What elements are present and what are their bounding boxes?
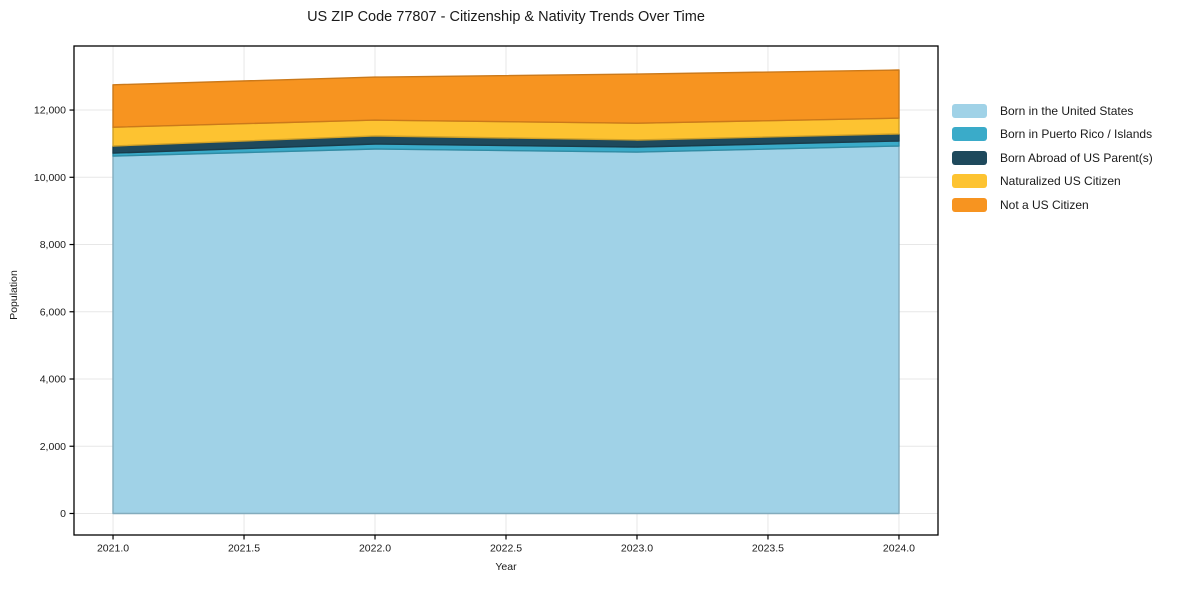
x-tick-label: 2021.5 (228, 543, 260, 555)
legend-swatch-icon (952, 197, 987, 212)
legend-swatch-icon (952, 127, 987, 142)
x-tick-label: 2022.0 (359, 543, 391, 555)
y-tick-label: 10,000 (34, 172, 66, 184)
y-tick-label: 12,000 (34, 105, 66, 117)
legend: Born in the United States Born in Puerto … (952, 99, 1153, 217)
legend-label: Born Abroad of US Parent(s) (1000, 150, 1153, 165)
legend-label: Born in the United States (1000, 103, 1134, 118)
x-tick-label: 2023.0 (621, 543, 653, 555)
legend-swatch-icon (952, 174, 987, 189)
legend-item: Not a US Citizen (952, 193, 1153, 217)
legend-item: Born Abroad of US Parent(s) (952, 146, 1153, 170)
x-tick-label: 2021.0 (97, 543, 129, 555)
x-axis-label: Year (495, 561, 517, 573)
area-series-1 (112, 145, 900, 515)
legend-item: Naturalized US Citizen (952, 170, 1153, 194)
legend-item: Born in Puerto Rico / Islands (952, 123, 1153, 147)
legend-label: Born in Puerto Rico / Islands (1000, 127, 1153, 142)
legend-swatch-icon (952, 103, 987, 118)
y-axis-label: Population (8, 270, 20, 320)
y-tick-label: 0 (60, 508, 66, 520)
y-tick-label: 8,000 (40, 239, 66, 251)
legend-label: Not a US Citizen (1000, 197, 1089, 212)
chart-title: US ZIP Code 77807 - Citizenship & Nativi… (307, 9, 705, 25)
y-tick-label: 2,000 (40, 441, 66, 453)
x-tick-label: 2023.5 (752, 543, 784, 555)
area-series-5 (112, 69, 900, 128)
x-tick-label: 2022.5 (490, 543, 522, 555)
y-tick-label: 6,000 (40, 306, 66, 318)
legend-item: Born in the United States (952, 99, 1153, 123)
y-tick-label: 4,000 (40, 374, 66, 386)
x-tick-label: 2024.0 (883, 543, 915, 555)
legend-label: Naturalized US Citizen (1000, 174, 1121, 189)
legend-swatch-icon (952, 150, 987, 165)
